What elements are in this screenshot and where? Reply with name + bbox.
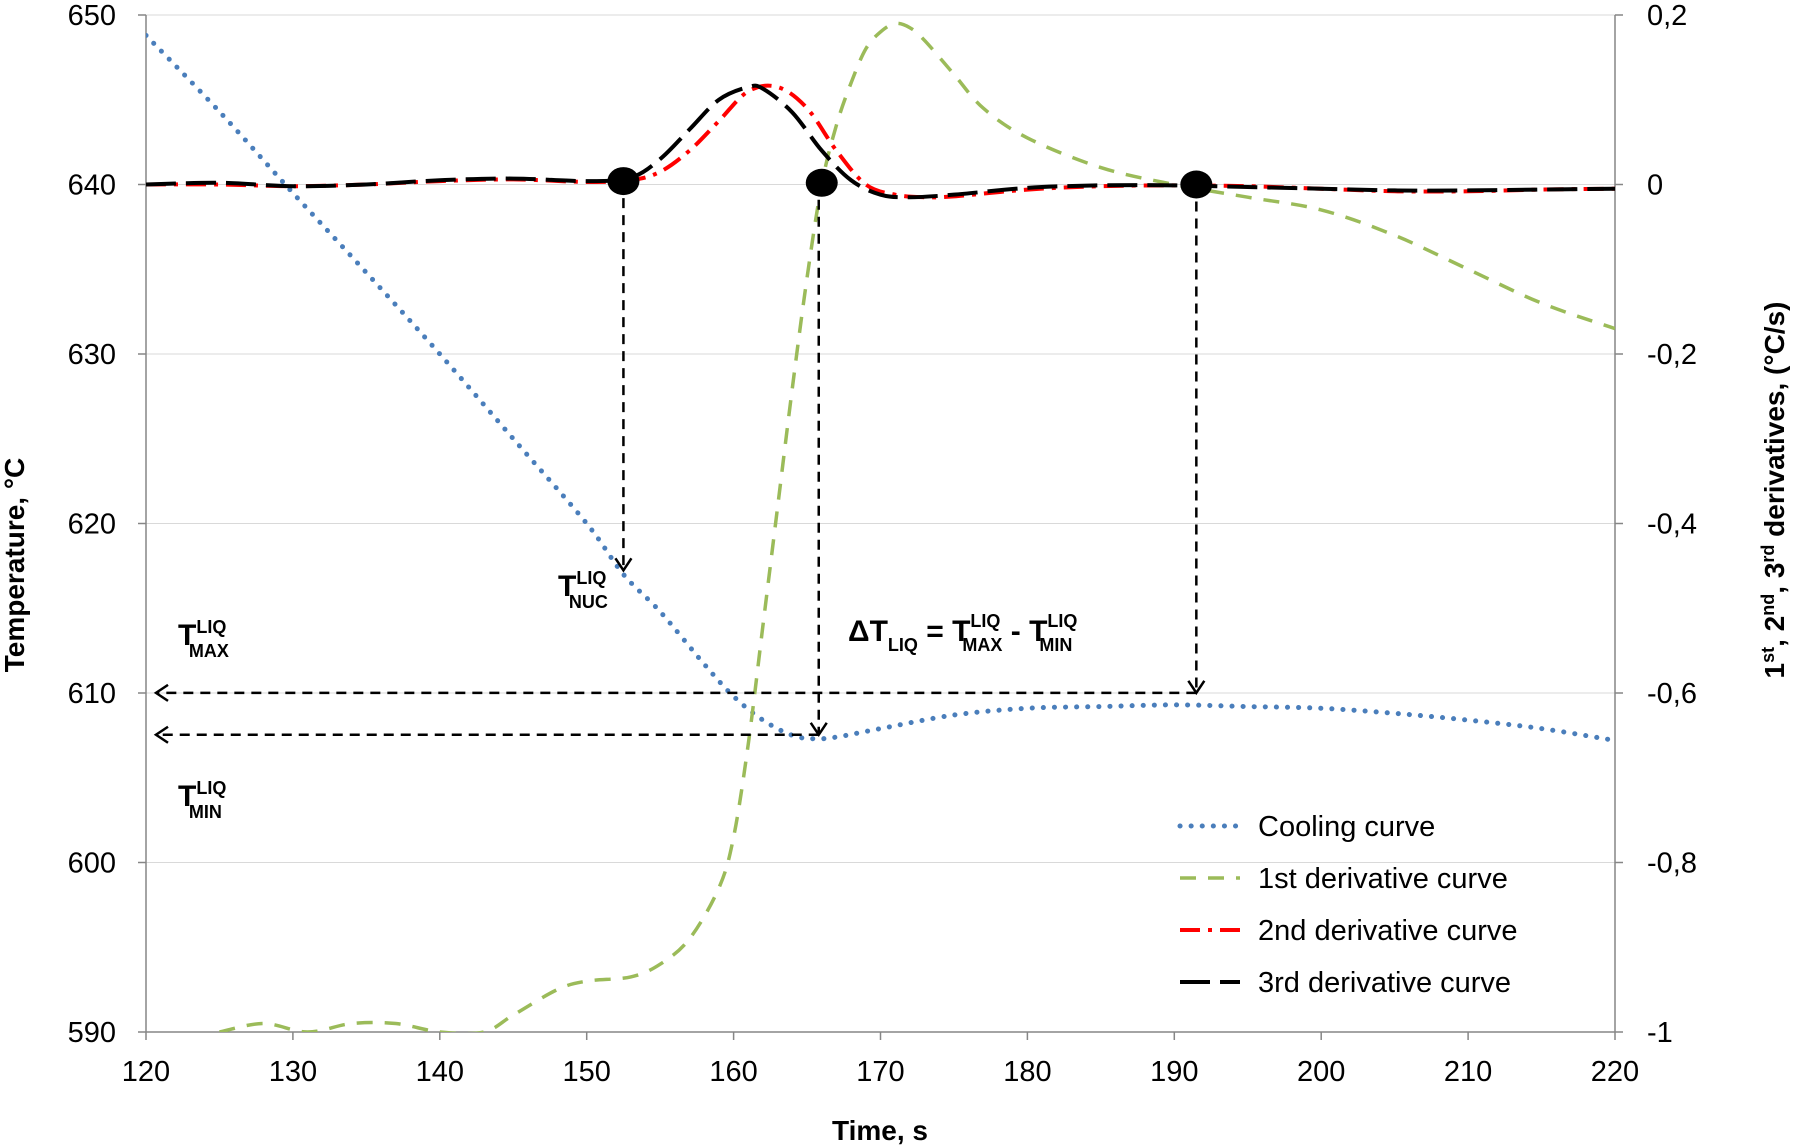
y2-axis-title: 1st, 2nd, 3rd derivatives, (°C/s): [1758, 302, 1790, 679]
y2-tick-label: -0,4: [1647, 509, 1697, 541]
series-line-2: [219, 21, 1615, 1032]
inflection-marker: [805, 168, 838, 197]
delta-t-liq-label: ΔTLIQ = TLIQ MAX - TLIQ MIN: [848, 611, 1077, 655]
y2-tick-label: -1: [1647, 1017, 1673, 1049]
legend: Cooling curve 1st derivative curve 2nd der…: [1177, 811, 1518, 999]
arrow-head: [614, 557, 633, 573]
x-axis-title: Time, s: [832, 1115, 928, 1146]
inflection-marker: [1180, 170, 1213, 199]
x-tick-label: 220: [1591, 1056, 1639, 1088]
y-axis-title: Temperature, °C: [0, 458, 30, 673]
series-line-3: [146, 83, 1615, 200]
y2-tick-label: 0,2: [1647, 0, 1687, 32]
y-tick-label: 610: [68, 678, 116, 710]
arrow-head: [153, 683, 169, 702]
t-liq-max-label: TLIQ MAX: [178, 617, 229, 661]
y2-tick-label: -0,8: [1647, 848, 1697, 880]
x-tick-label: 150: [563, 1056, 611, 1088]
x-tick-label: 160: [709, 1056, 757, 1088]
x-tick-label: 210: [1444, 1056, 1492, 1088]
inflection-marker: [607, 167, 640, 196]
y-tick-label: 630: [68, 339, 116, 371]
y-tick-label: 650: [68, 0, 116, 32]
legend-label: Cooling curve: [1258, 811, 1435, 843]
arrow-head: [153, 725, 169, 744]
legend-label: 1st derivative curve: [1258, 863, 1508, 895]
axes: 120 130 140 150 160 170 180 190 200 210 220 590 600 6…: [68, 0, 1697, 1088]
y-tick-label: 600: [68, 848, 116, 880]
y2-tick-label: -0,6: [1647, 678, 1697, 710]
x-tick-label: 140: [416, 1056, 464, 1088]
t-liq-min-label: TLIQ MIN: [178, 778, 226, 822]
x-tick-label: 200: [1297, 1056, 1345, 1088]
x-tick-label: 180: [1003, 1056, 1051, 1088]
y2-tick-label: -0,2: [1647, 339, 1697, 371]
x-tick-label: 120: [122, 1056, 170, 1088]
annotations: TLIQ NUC TLIQ MAX TLIQ MIN ΔTLIQ = TLIQ MAX - T…: [153, 167, 1213, 822]
legend-label: 3rd derivative curve: [1258, 967, 1511, 999]
x-tick-label: 170: [856, 1056, 904, 1088]
legend-label: 2nd derivative curve: [1258, 915, 1518, 947]
x-tick-label: 190: [1150, 1056, 1198, 1088]
y-tick-label: 620: [68, 509, 116, 541]
grid: [146, 14, 1615, 863]
y-tick-label: 640: [68, 170, 116, 202]
t-liq-nuc-label: TLIQ NUC: [558, 568, 608, 612]
series-line-4: [146, 83, 1615, 200]
x-tick-label: 130: [269, 1056, 317, 1088]
y-tick-label: 590: [68, 1017, 116, 1049]
y2-tick-label: 0: [1647, 170, 1663, 202]
